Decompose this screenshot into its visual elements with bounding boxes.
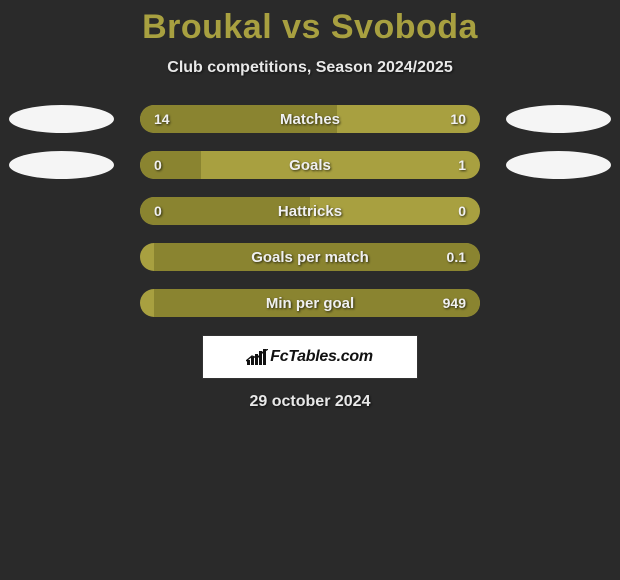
- player-badge-right: [506, 151, 611, 179]
- stat-bar: 1410Matches: [140, 105, 480, 133]
- comparison-widget: Broukal vs Svoboda Club competitions, Se…: [0, 0, 620, 411]
- stat-bar: 00Hattricks: [140, 197, 480, 225]
- stat-row: 01Goals: [0, 151, 620, 179]
- stat-label: Goals: [140, 151, 480, 179]
- fctables-logo[interactable]: FcTables.com: [202, 335, 418, 379]
- stats-list: 1410Matches 01Goals 00Hattricks 0.1Goals pe…: [0, 105, 620, 317]
- date-label: 29 october 2024: [0, 393, 620, 411]
- stat-bar: 01Goals: [140, 151, 480, 179]
- stat-row: 949Min per goal: [0, 289, 620, 317]
- stat-row: 1410Matches: [0, 105, 620, 133]
- stat-bar: 949Min per goal: [140, 289, 480, 317]
- player-badge-right: [506, 105, 611, 133]
- stat-label: Goals per match: [140, 243, 480, 271]
- bar-chart-icon: [247, 349, 266, 365]
- logo-text: FcTables.com: [270, 348, 373, 366]
- stat-row: 00Hattricks: [0, 197, 620, 225]
- player-badge-left: [9, 151, 114, 179]
- page-title: Broukal vs Svoboda: [0, 8, 620, 47]
- subtitle: Club competitions, Season 2024/2025: [0, 59, 620, 77]
- player-badge-left: [9, 105, 114, 133]
- stat-row: 0.1Goals per match: [0, 243, 620, 271]
- stat-label: Matches: [140, 105, 480, 133]
- stat-label: Hattricks: [140, 197, 480, 225]
- stat-bar: 0.1Goals per match: [140, 243, 480, 271]
- stat-label: Min per goal: [140, 289, 480, 317]
